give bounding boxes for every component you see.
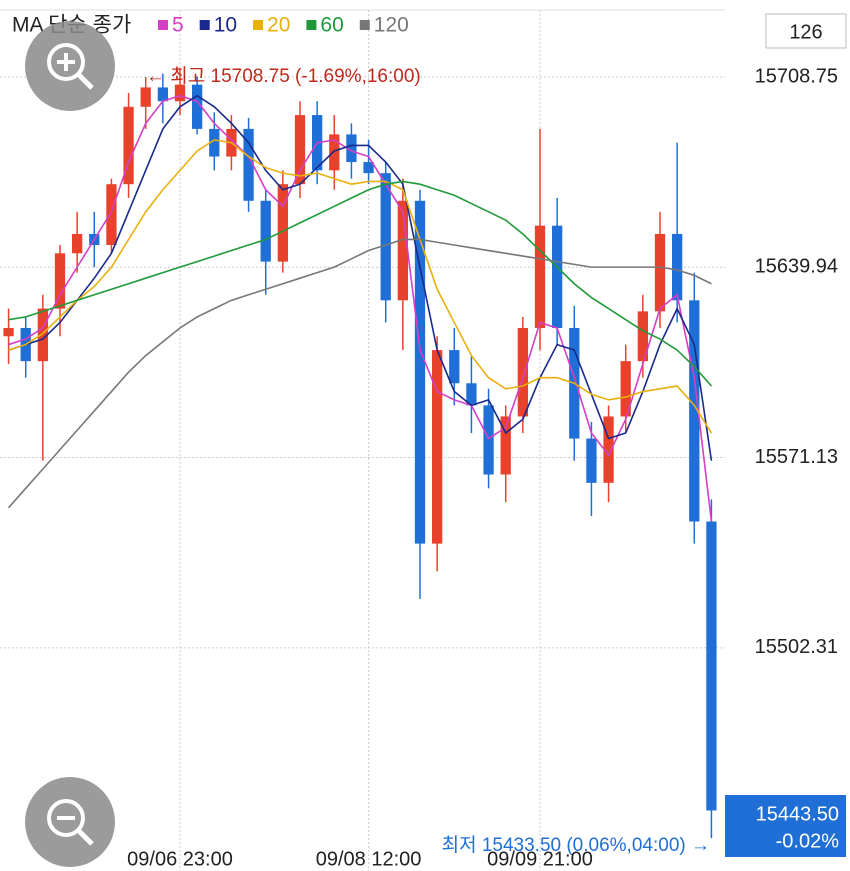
candle-body — [654, 233, 666, 312]
candle-body — [517, 327, 528, 417]
count-box — [765, 13, 847, 49]
max-annotation: ← 최고 15708.75 (-1.69%,16:00) — [146, 65, 421, 87]
candle-body — [500, 416, 511, 475]
legend-swatch — [199, 20, 210, 30]
candle-body — [277, 184, 288, 262]
candle-body — [243, 128, 254, 201]
candle-body — [123, 106, 134, 185]
zoom-in-plus — [57, 53, 75, 71]
candle-body — [363, 162, 374, 174]
y-tick-label: 15571.13 — [755, 446, 838, 468]
legend-label: 60 — [320, 14, 343, 37]
candle-body — [72, 233, 83, 254]
candle-body — [706, 521, 717, 811]
last-price: 15443.50 — [756, 803, 839, 825]
candle-body — [449, 350, 460, 384]
candle-body — [689, 300, 700, 522]
ma-line — [7, 238, 712, 509]
plot — [3, 68, 717, 839]
candle-body — [37, 308, 48, 362]
y-tick-label: 15502.31 — [755, 636, 838, 658]
y-tick-label: 15639.94 — [755, 256, 838, 278]
legend-swatch — [359, 20, 370, 30]
candle-body — [534, 225, 546, 328]
zoom-in-circle[interactable] — [25, 21, 115, 111]
zoom-out-circle[interactable] — [25, 777, 115, 867]
legend-swatch — [158, 20, 168, 30]
candle-body — [586, 438, 597, 483]
legend-label: 5 — [172, 14, 184, 37]
zoom-out-handle — [76, 828, 94, 846]
zoom-in-handle — [76, 72, 94, 90]
candle-body — [3, 327, 14, 337]
count-text: 126 — [789, 21, 822, 43]
candle-body — [192, 84, 203, 129]
candle-body — [603, 416, 614, 483]
candle-body — [140, 87, 151, 107]
x-tick-label: 09/06 23:00 — [127, 848, 233, 870]
candle-body — [672, 233, 683, 301]
legend-swatch — [306, 20, 317, 30]
candle-body — [380, 173, 391, 301]
candle-body — [432, 350, 443, 544]
zoom-in-button[interactable] — [25, 21, 115, 111]
zoom-out-button[interactable] — [25, 777, 115, 867]
x-tick-label: 09/08 12:00 — [316, 848, 422, 870]
y-tick-label: 15708.75 — [755, 65, 838, 87]
legend: 5 10 20 60 120 — [158, 14, 409, 37]
candle-body — [174, 84, 186, 102]
candle-body — [294, 115, 306, 185]
candle-body — [157, 87, 168, 102]
zoom-in-lens — [47, 43, 85, 81]
x-tick-label: 09/09 21:00 — [487, 848, 593, 870]
candle-body — [414, 200, 426, 544]
candle-body — [346, 134, 357, 163]
candle-body — [637, 311, 648, 362]
candle-body — [54, 253, 66, 309]
candle-body — [466, 383, 477, 406]
ma-line — [8, 180, 713, 387]
legend-label: 20 — [267, 14, 290, 37]
candle-body — [397, 200, 408, 301]
candle-body — [209, 128, 220, 157]
legend-label: 120 — [374, 14, 409, 37]
min-annotation: 최저 15433.50 (0.06%,04:00) → — [442, 834, 710, 856]
candle-body — [329, 134, 340, 171]
zoom-out-lens — [47, 799, 85, 837]
legend-swatch — [253, 20, 264, 30]
candle-body — [260, 200, 271, 262]
candle-body — [106, 184, 117, 246]
ma-line — [8, 94, 713, 461]
last-change: -0.02% — [776, 830, 840, 852]
candle-body — [483, 405, 494, 475]
last-price-box — [725, 795, 846, 857]
candle-body — [620, 361, 631, 417]
candle-body — [552, 225, 563, 328]
ma-line — [8, 139, 713, 434]
legend-label: 10 — [214, 14, 237, 37]
ma-line — [8, 94, 713, 522]
